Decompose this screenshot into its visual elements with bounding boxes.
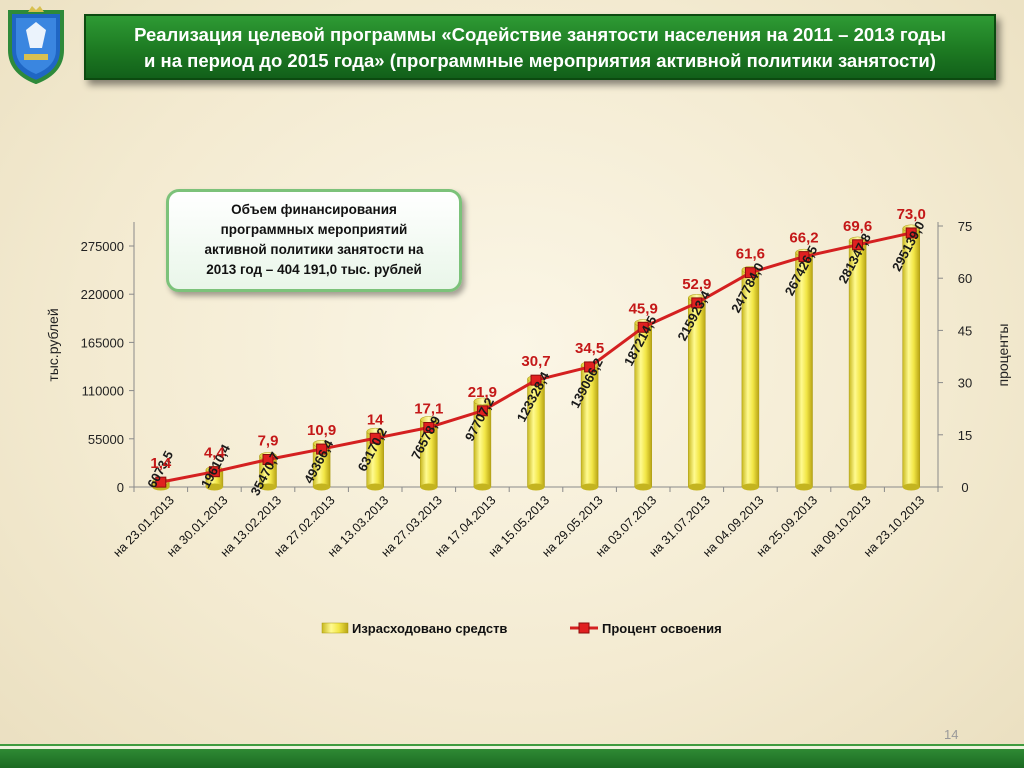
bar-base (473, 483, 491, 491)
bottom-stripe (0, 744, 1024, 768)
bar-base (313, 483, 331, 491)
info-line-4: 2013 год – 404 191,0 тыс. рублей (206, 262, 422, 277)
percent-marker (369, 432, 381, 444)
percent-value-label: 69,6 (843, 218, 872, 235)
percent-marker (476, 405, 488, 417)
info-line-1: Объем финансирования (231, 202, 397, 217)
percent-marker (262, 454, 274, 466)
y-tick-label-right: 30 (958, 376, 972, 391)
percent-marker (798, 251, 810, 263)
percent-value-label: 66,2 (789, 230, 818, 247)
bar-base (688, 483, 706, 491)
y-tick-label-left: 0 (117, 480, 124, 495)
percent-value-label: 21,9 (468, 384, 497, 401)
y-axis-title-right: проценты (995, 323, 1011, 386)
title-line-2: и на период до 2015 года» (программные м… (144, 50, 936, 71)
percent-value-label: 73,0 (897, 206, 926, 223)
percent-value-label: 1,4 (150, 455, 172, 472)
coat-of-arms-icon (8, 6, 64, 84)
bar-top (473, 397, 492, 406)
legend-line-marker (578, 622, 590, 634)
percent-value-label: 45,9 (629, 300, 658, 317)
y-tick-label-left: 275000 (81, 239, 124, 254)
percent-value-label: 14 (367, 411, 384, 428)
slide-title: Реализация целевой программы «Содействие… (84, 14, 996, 80)
bar-base (527, 483, 545, 491)
bar-base (205, 483, 223, 491)
y-tick-label-right: 75 (958, 219, 972, 234)
bar-base (420, 483, 438, 491)
info-line-2: программных мероприятий (220, 222, 408, 237)
legend-line-label: Процент освоения (602, 621, 722, 636)
title-line-1: Реализация целевой программы «Содействие… (134, 24, 946, 45)
y-tick-label-right: 0 (961, 480, 968, 495)
bar-base (902, 483, 920, 491)
percent-marker (423, 421, 435, 433)
percent-marker (316, 443, 328, 455)
financing-info-box: Объем финансирования программных меропри… (166, 189, 462, 292)
y-tick-label-right: 15 (958, 428, 972, 443)
bar-value-label: 35470,7 (247, 450, 282, 499)
percent-value-label: 10,9 (307, 422, 336, 439)
y-tick-label-left: 110000 (82, 384, 124, 399)
page-number: 14 (944, 727, 959, 742)
bar-base (634, 483, 652, 491)
bar-base (366, 483, 384, 491)
percent-value-label: 7,9 (258, 433, 279, 450)
bar-base (849, 483, 867, 491)
y-axis-title-left: тыс.рублей (45, 308, 61, 381)
bar-base (795, 483, 813, 491)
bar-base (741, 483, 759, 491)
y-tick-label-left: 220000 (81, 287, 124, 302)
percent-marker (691, 297, 703, 309)
y-tick-label-left: 55000 (88, 432, 124, 447)
bar-base (581, 483, 599, 491)
percent-marker (744, 267, 756, 279)
percent-value-label: 4,4 (204, 445, 226, 462)
percent-value-label: 34,5 (575, 340, 604, 357)
percent-marker (155, 476, 167, 488)
percent-value-label: 52,9 (682, 276, 711, 293)
bar-base (259, 483, 277, 491)
y-tick-label-right: 45 (958, 323, 972, 338)
legend-bar-label: Израсходовано средств (352, 621, 507, 636)
percent-marker (530, 374, 542, 386)
percent-marker (852, 239, 864, 251)
percent-value-label: 30,7 (521, 353, 550, 370)
info-line-3: активной политики занятости на (204, 242, 424, 257)
y-tick-label-left: 165000 (81, 335, 124, 350)
percent-marker (208, 466, 220, 478)
legend-bar-swatch (321, 622, 349, 634)
y-tick-label-right: 60 (958, 271, 972, 286)
percent-value-label: 61,6 (736, 246, 765, 263)
percent-marker (905, 227, 917, 239)
percent-value-label: 17,1 (414, 400, 443, 417)
percent-marker (637, 321, 649, 333)
percent-marker (584, 361, 596, 373)
